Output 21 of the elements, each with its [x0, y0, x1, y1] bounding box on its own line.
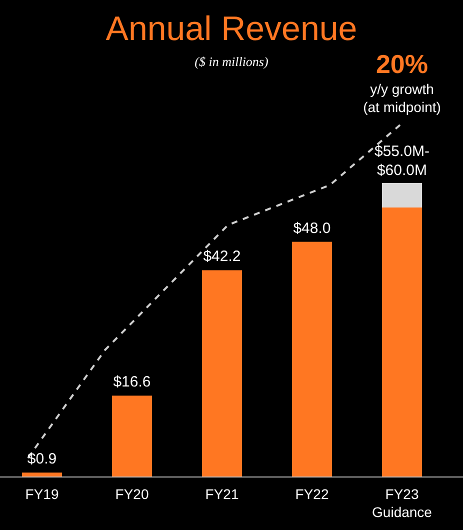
data-label: $42.2 — [203, 248, 241, 266]
x-tick-label: FY19 — [25, 486, 59, 502]
bar — [202, 270, 242, 477]
text: y/y growth — [370, 81, 434, 97]
bar — [382, 208, 422, 477]
x-tick-label: FY20 — [115, 486, 149, 502]
chart-subtitle: ($ in millions) — [194, 54, 268, 69]
text: 20% — [376, 49, 428, 79]
bar — [292, 242, 332, 477]
x-tick-label: FY22 — [295, 486, 329, 502]
total-label: $55.0M- $60.0M — [374, 143, 430, 179]
chart-title: Annual Revenue — [106, 10, 358, 48]
x-tick-label: FY21 — [205, 486, 239, 502]
x-tick-label: FY23 Guidance — [372, 486, 432, 520]
data-label: $48.0 — [293, 220, 331, 237]
data-label: $16.6 — [113, 374, 151, 391]
text: (at midpoint) — [363, 99, 441, 115]
bar — [22, 472, 62, 477]
bar — [112, 396, 152, 477]
bar — [382, 183, 422, 208]
data-label: $0.9 — [27, 450, 57, 468]
